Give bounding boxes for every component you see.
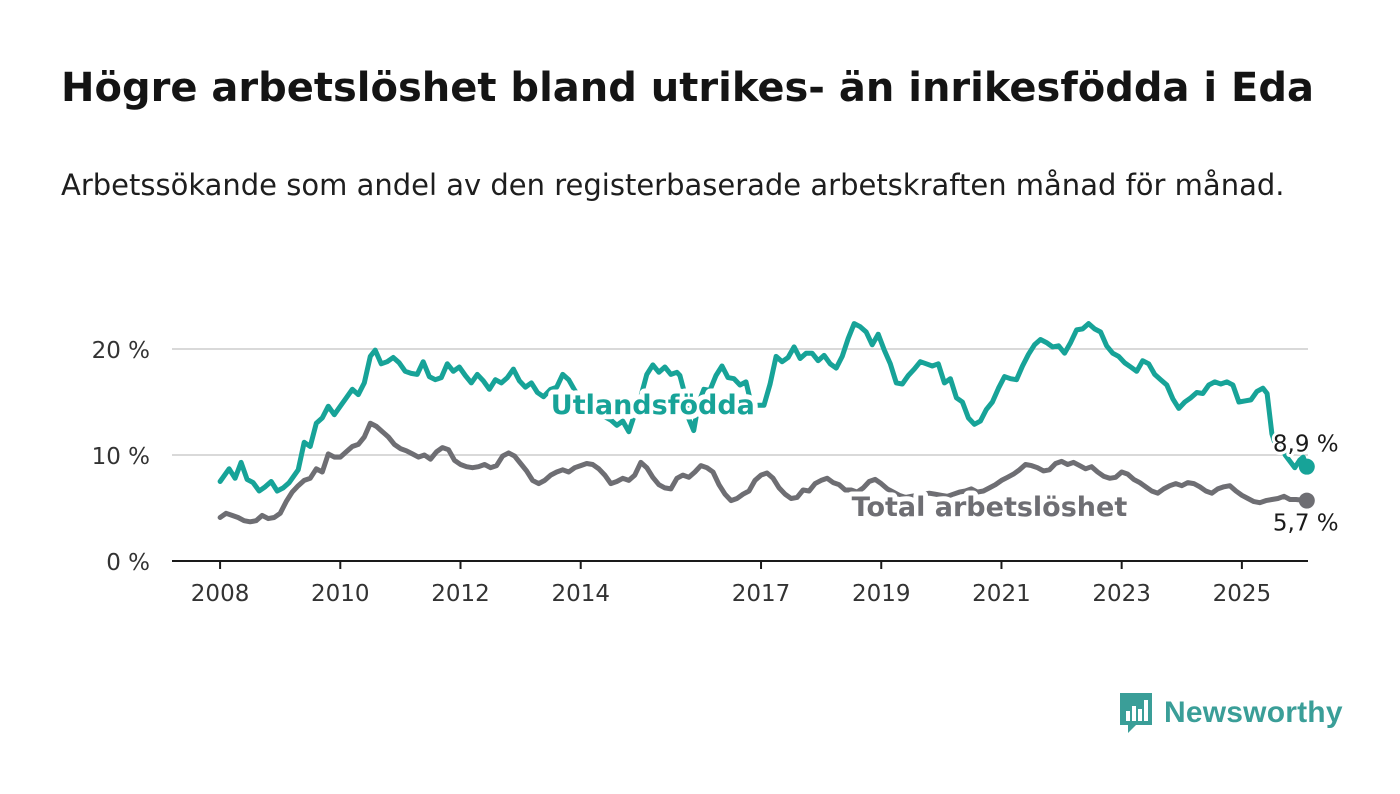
y-axis-ticks: 0 % 10 % 20 % [92, 338, 150, 576]
y-tick-label: 0 % [106, 550, 150, 576]
x-tick-label: 2025 [1213, 581, 1272, 607]
series-end-points: 8,9 % 5,7 % [1270, 429, 1342, 540]
series-lines [217, 321, 1310, 525]
newsworthy-logo-icon [1120, 693, 1152, 733]
y-tick-label: 10 % [92, 444, 150, 470]
series-line-1 [217, 420, 1310, 525]
series-label-0: Utlandsfödda [551, 390, 755, 421]
series-label-1: Total arbetslöshet [852, 492, 1128, 523]
newsworthy-logo[interactable]: Newsworthy [1118, 690, 1343, 736]
series-end-point-0 [1298, 458, 1315, 475]
y-tick-label: 20 % [92, 338, 150, 364]
x-tick-label: 2012 [431, 581, 490, 607]
series-end-label-0: 8,9 % [1273, 432, 1339, 458]
series-end-label-1: 5,7 % [1273, 511, 1339, 537]
series-annotations: Utlandsfödda Total arbetslöshet [546, 385, 1133, 528]
x-tick-label: 2010 [311, 581, 370, 607]
x-tick-label: 2021 [972, 581, 1031, 607]
x-tick-label: 2023 [1092, 581, 1151, 607]
series-end-point-1 [1298, 492, 1315, 509]
x-tick-label: 2019 [852, 581, 911, 607]
x-tick-label: 2014 [551, 581, 610, 607]
x-tick-label: 2017 [732, 581, 791, 607]
grid-lines [172, 348, 1308, 562]
chart-title: Högre arbetslöshet bland utrikes- än inr… [61, 65, 1314, 111]
series-line-0 [217, 321, 1310, 494]
x-tick-label: 2008 [191, 581, 250, 607]
brand-name: Newsworthy [1164, 696, 1343, 729]
x-axis-ticks: 2008 2010 2012 2014 2017 2019 2021 2023 2025 [191, 561, 1271, 607]
chart-subtitle: Arbetssökande som andel av den registerb… [61, 168, 1285, 202]
